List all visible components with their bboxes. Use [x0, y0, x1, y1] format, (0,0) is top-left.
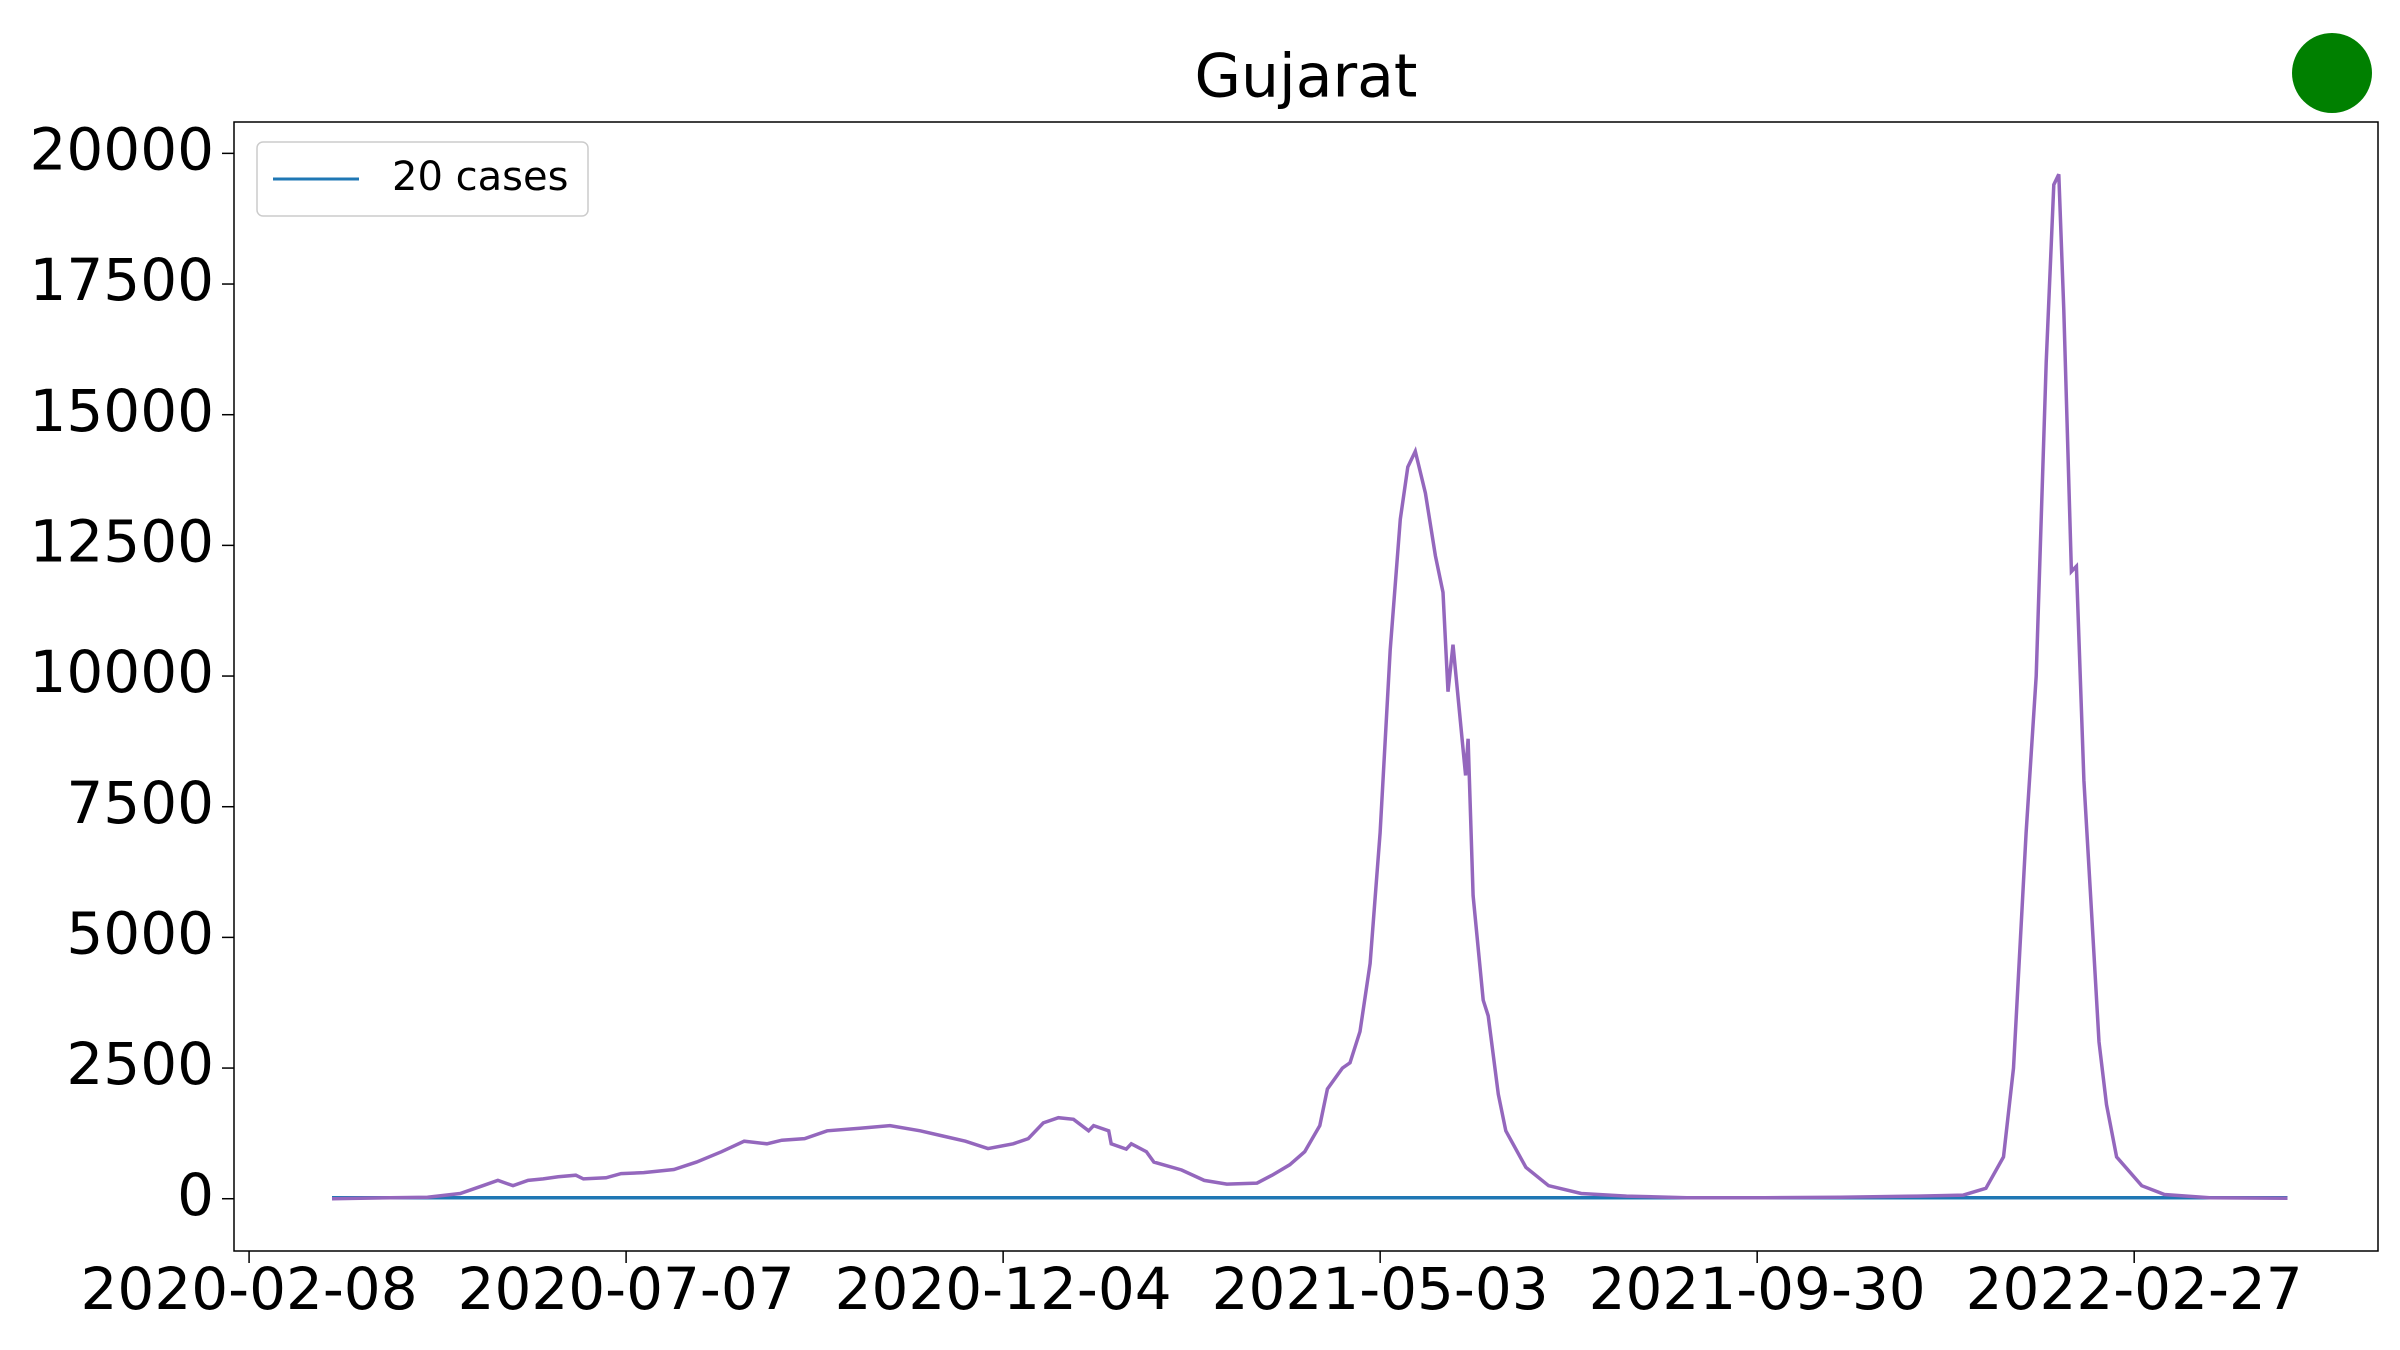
y-tick-label: 7500 [66, 769, 214, 837]
y-tick-label: 15000 [29, 377, 214, 445]
y-tick-label: 0 [177, 1161, 214, 1229]
x-tick-label: 2020-12-04 [835, 1255, 1172, 1323]
y-tick-label: 2500 [66, 1030, 214, 1098]
y-tick-label: 12500 [29, 507, 214, 575]
legend-box [256, 141, 589, 217]
legend-label: 20 cases [392, 154, 568, 200]
y-tick-label: 20000 [29, 115, 214, 183]
x-tick-label: 2022-02-27 [1966, 1255, 2303, 1323]
y-tick-label: 5000 [66, 899, 214, 967]
x-tick-label: 2020-02-08 [81, 1255, 418, 1323]
line-series [331, 173, 2288, 1201]
x-tick-label: 2021-05-03 [1212, 1255, 1549, 1323]
x-tick-label: 2020-07-07 [458, 1255, 795, 1323]
y-tick-label: 10000 [29, 638, 214, 706]
status-indicator [2292, 33, 2372, 113]
x-tick-label: 2021-09-30 [1589, 1255, 1926, 1323]
chart-title: Gujarat [1195, 42, 1418, 112]
plot-frame [233, 121, 2379, 1252]
y-tick-label: 17500 [29, 246, 214, 314]
